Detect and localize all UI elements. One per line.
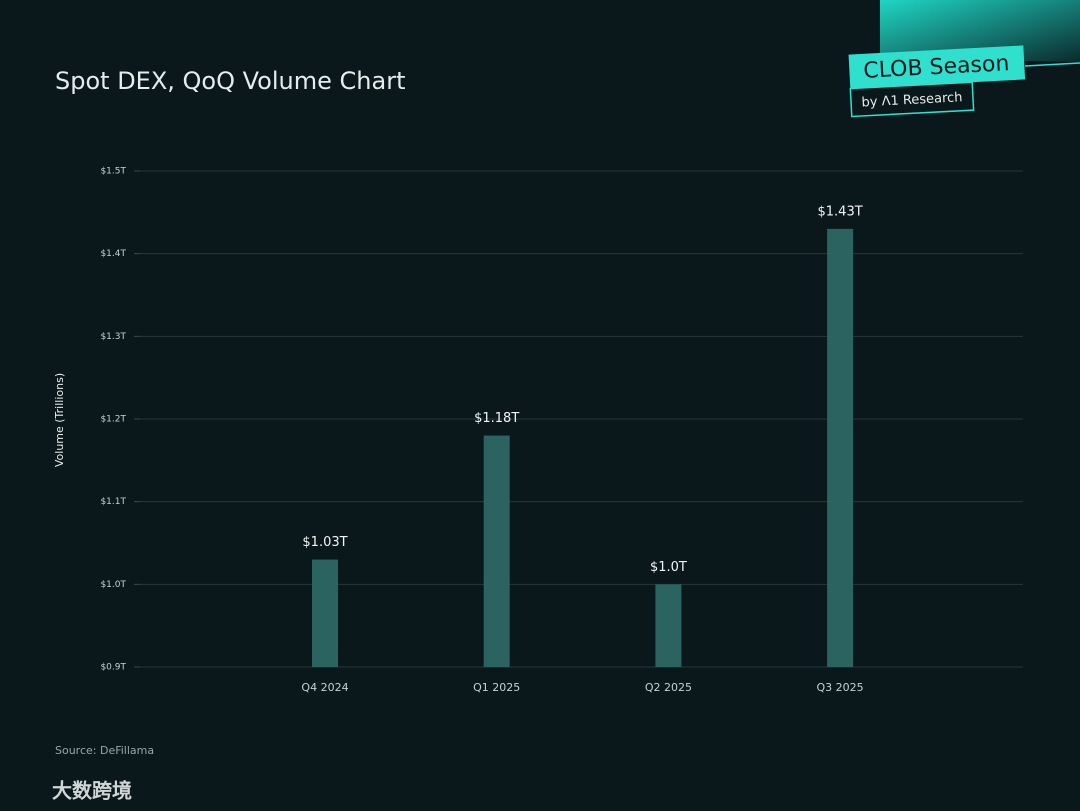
bar — [483, 435, 510, 667]
bar — [827, 228, 854, 667]
x-tick-label: Q3 2025 — [817, 681, 864, 694]
x-tick-label: Q2 2025 — [645, 681, 692, 694]
brand-byline-box — [849, 81, 975, 118]
x-tick-label: Q1 2025 — [473, 681, 520, 694]
y-tick-label: $1.0T — [100, 580, 126, 590]
value-label: $1.03T — [302, 535, 347, 550]
brand-line — [1024, 62, 1080, 67]
brand-logo: CLOB Season by Λ1 Research — [848, 45, 1026, 118]
source: Source: DeFillama — [55, 744, 154, 757]
bar — [655, 584, 682, 667]
brand-byline: by Λ1 Research — [861, 90, 963, 110]
bar — [312, 559, 338, 667]
y-tick-label: $1.1T — [100, 497, 126, 507]
corner-decoration — [880, 0, 1080, 62]
value-label: $1.0T — [650, 560, 687, 575]
y-tick-label: $1.2T — [100, 415, 126, 425]
value-label: $1.18T — [474, 411, 519, 426]
y-tick-label: $1.4T — [100, 249, 126, 259]
chart-title: Spot DEX, QoQ Volume Chart — [55, 67, 405, 95]
y-tick-label: $1.3T — [100, 332, 126, 342]
y-tick-label: $0.9T — [100, 663, 126, 673]
y-axis-label: Volume (Trillions) — [53, 373, 66, 467]
watermark: 大数跨境 — [52, 779, 132, 803]
brand-box — [848, 45, 1026, 89]
value-label: $1.43T — [818, 204, 863, 219]
y-tick-label: $1.5T — [100, 167, 126, 177]
x-tick-label: Q4 2024 — [301, 681, 348, 694]
